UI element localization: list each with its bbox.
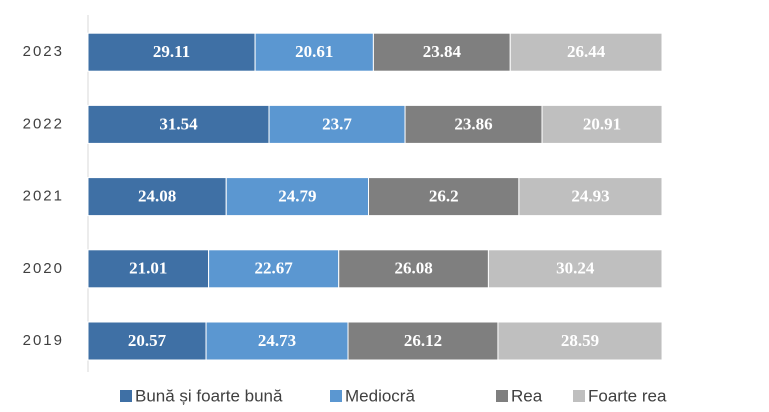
legend-swatch <box>496 390 508 402</box>
bar-segment <box>347 321 499 361</box>
bar-segment <box>268 104 406 144</box>
data-label: 21.01 <box>129 259 167 278</box>
legend-swatch <box>120 390 132 402</box>
data-label: 23.7 <box>322 114 352 133</box>
y-tick-label: 2019 <box>23 332 64 349</box>
legend-label: Foarte rea <box>588 386 667 405</box>
bar-segment <box>208 249 340 289</box>
data-label: 26.2 <box>429 187 459 206</box>
data-label: 24.79 <box>278 187 316 206</box>
legend-label: Bună și foarte bună <box>135 386 283 405</box>
data-label: 23.86 <box>454 114 492 133</box>
bar-segment <box>87 104 270 144</box>
data-label: 24.93 <box>571 187 609 206</box>
data-label: 20.61 <box>295 42 333 61</box>
data-label: 26.08 <box>394 259 432 278</box>
bar-segment <box>205 321 349 361</box>
y-tick-label: 2022 <box>23 115 64 132</box>
legend-label: Rea <box>511 386 543 405</box>
data-label: 30.24 <box>556 259 595 278</box>
legend-label: Mediocră <box>345 386 415 405</box>
legend-swatch <box>573 390 585 402</box>
data-label: 29.11 <box>153 42 190 61</box>
bar-segment <box>487 249 663 289</box>
data-label: 26.44 <box>567 42 606 61</box>
y-tick-label: 2021 <box>23 188 64 205</box>
bar-segment <box>87 177 227 217</box>
data-label: 23.84 <box>423 42 462 61</box>
bar-segment <box>518 177 663 217</box>
bar-segment <box>368 177 520 217</box>
data-label: 28.59 <box>561 331 599 350</box>
data-label: 20.57 <box>128 331 167 350</box>
data-label: 24.73 <box>258 331 296 350</box>
bar-segment <box>254 32 374 72</box>
bar-segment <box>541 104 663 144</box>
data-label: 31.54 <box>159 114 198 133</box>
bar-segment <box>404 104 543 144</box>
data-label: 26.12 <box>404 331 442 350</box>
y-tick-label: 2020 <box>23 260 64 277</box>
bar-segment <box>372 32 511 72</box>
data-label: 24.08 <box>138 187 176 206</box>
bar-segment <box>497 321 663 361</box>
bar-segment <box>225 177 370 217</box>
legend-swatch <box>330 390 342 402</box>
y-tick-label: 2023 <box>23 43 64 60</box>
data-label: 22.67 <box>255 259 294 278</box>
data-label: 20.91 <box>583 114 621 133</box>
bar-segment <box>87 32 256 72</box>
bar-segment <box>509 32 663 72</box>
